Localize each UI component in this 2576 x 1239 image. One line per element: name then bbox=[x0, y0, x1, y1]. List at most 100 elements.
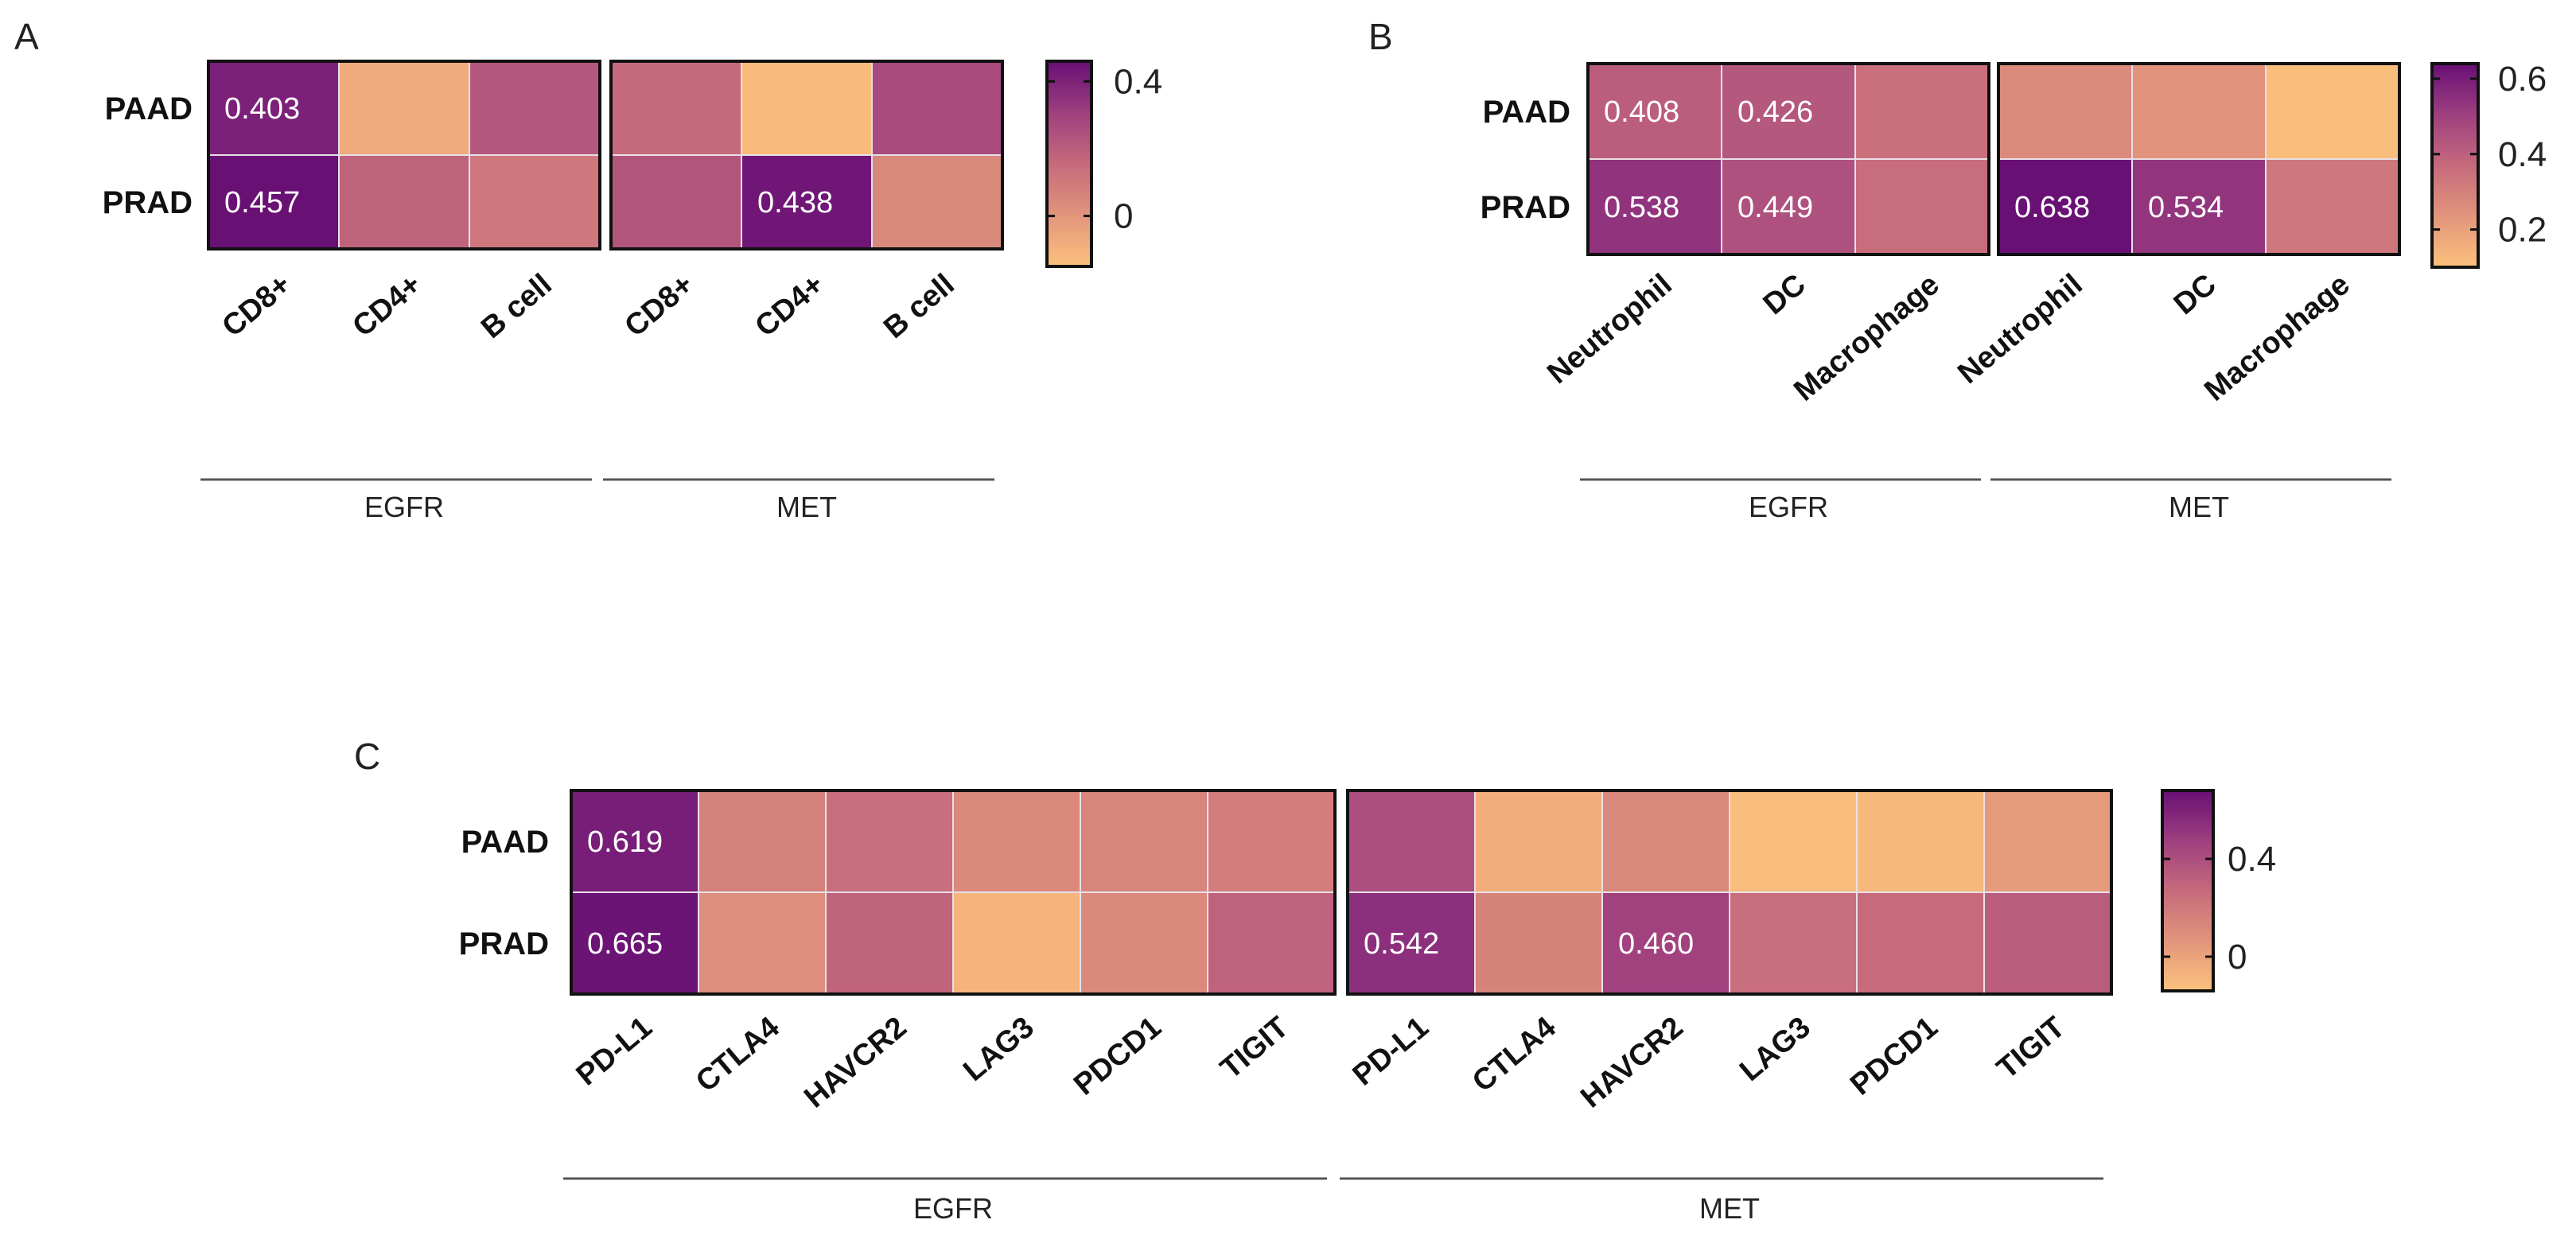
heatmap-cell bbox=[1856, 891, 1985, 995]
column-label: TIGIT bbox=[1990, 1011, 2071, 1086]
heatmap-cell bbox=[825, 790, 954, 893]
group-label: MET bbox=[2169, 491, 2229, 523]
column-label: PD-L1 bbox=[1347, 1011, 1435, 1093]
heatmap-cell bbox=[1983, 891, 2112, 995]
heatmap-panel-b: B0.4080.538Neutrophil0.4260.449DCMacroph… bbox=[1368, 16, 2547, 523]
cell-value-label: 0.665 bbox=[587, 927, 663, 961]
row-label: PAAD bbox=[461, 825, 549, 860]
column-label: B cell bbox=[877, 268, 961, 345]
column-label: Neutrophil bbox=[1951, 268, 2089, 390]
heatmap-block-frame bbox=[207, 60, 601, 251]
column-label: LAG3 bbox=[1734, 1011, 1817, 1088]
heatmap-block-frame bbox=[1346, 789, 2113, 996]
heatmap-cell bbox=[570, 790, 699, 893]
column-label: CTLA4 bbox=[690, 1011, 786, 1099]
cell-value-label: 0.457 bbox=[224, 186, 300, 219]
heatmap-cell bbox=[1854, 63, 1990, 160]
heatmap-cell bbox=[1998, 158, 2133, 255]
heatmap-cell bbox=[1601, 790, 1730, 893]
group-label: EGFR bbox=[913, 1192, 993, 1225]
heatmap-cell bbox=[2131, 158, 2267, 255]
heatmap-cell bbox=[1998, 63, 2133, 160]
colorbar bbox=[2430, 62, 2480, 269]
colorbar-tick-label: 0 bbox=[2228, 938, 2247, 977]
heatmap-cell bbox=[1474, 790, 1603, 893]
column-label: HAVCR2 bbox=[798, 1011, 913, 1115]
column-label: CD4+ bbox=[749, 268, 831, 344]
colorbar bbox=[1045, 60, 1093, 268]
heatmap-cell bbox=[208, 154, 340, 250]
column-label: DC bbox=[1757, 268, 1812, 321]
panel-label: C bbox=[354, 736, 380, 777]
column-label: PDCD1 bbox=[1068, 1011, 1168, 1102]
column-label: PD-L1 bbox=[570, 1011, 659, 1093]
heatmap-cell bbox=[610, 60, 742, 156]
column-label: PDCD1 bbox=[1844, 1011, 1944, 1102]
row-label: PRAD bbox=[1481, 190, 1570, 225]
colorbar-tick-label: 0 bbox=[1114, 197, 1133, 236]
cell-value-label: 0.542 bbox=[1364, 927, 1439, 961]
heatmap-cell bbox=[469, 154, 601, 250]
panel-label: B bbox=[1368, 16, 1393, 57]
colorbar bbox=[2161, 789, 2215, 992]
column-label: Macrophage bbox=[1788, 268, 1945, 408]
heatmap-cell bbox=[1080, 790, 1208, 893]
heatmap-cell bbox=[952, 790, 1081, 893]
heatmap-cell bbox=[825, 891, 954, 995]
heatmap-block-frame bbox=[570, 789, 1337, 996]
heatmap-cell bbox=[871, 154, 1003, 250]
heatmap-block-frame bbox=[1997, 62, 2401, 256]
column-label: CD4+ bbox=[347, 268, 428, 344]
heatmap-block-frame bbox=[609, 60, 1004, 251]
heatmap-cell bbox=[1729, 790, 1858, 893]
colorbar-tick-label: 0.2 bbox=[2498, 211, 2547, 250]
row-label: PAAD bbox=[1483, 95, 1570, 130]
heatmap-cell bbox=[741, 60, 873, 156]
column-label: HAVCR2 bbox=[1574, 1011, 1690, 1115]
group-label: EGFR bbox=[1749, 491, 1828, 523]
group-label: MET bbox=[776, 491, 837, 523]
colorbar-tick-label: 0.4 bbox=[2228, 840, 2276, 879]
cell-value-label: 0.403 bbox=[224, 92, 300, 126]
column-label: DC bbox=[2168, 268, 2223, 321]
heatmap-cell bbox=[2131, 63, 2267, 160]
heatmap-cell bbox=[952, 891, 1081, 995]
column-label: Neutrophil bbox=[1541, 268, 1679, 390]
cell-value-label: 0.408 bbox=[1604, 95, 1679, 129]
heatmap-cell bbox=[469, 60, 601, 156]
row-label: PRAD bbox=[103, 185, 193, 220]
row-label: PAAD bbox=[105, 91, 193, 126]
colorbar-tick-label: 0.4 bbox=[1114, 62, 1162, 101]
heatmap-cell bbox=[2265, 63, 2400, 160]
heatmap-cell bbox=[698, 790, 827, 893]
column-label: LAG3 bbox=[957, 1011, 1041, 1088]
heatmap-cell bbox=[2265, 158, 2400, 255]
heatmap-cell bbox=[1080, 891, 1208, 995]
heatmap-cell bbox=[338, 60, 470, 156]
cell-value-label: 0.438 bbox=[757, 186, 833, 219]
heatmap-cell bbox=[1474, 891, 1603, 995]
heatmap-cell bbox=[338, 154, 470, 250]
column-label: CD8+ bbox=[619, 268, 700, 344]
cell-value-label: 0.538 bbox=[1604, 191, 1679, 224]
heatmap-cell bbox=[871, 60, 1003, 156]
heatmap-block-frame bbox=[1586, 62, 1990, 256]
heatmap-cell bbox=[698, 891, 827, 995]
heatmap-cell bbox=[1721, 63, 1856, 160]
cell-value-label: 0.619 bbox=[587, 825, 663, 859]
column-label: CTLA4 bbox=[1466, 1011, 1562, 1099]
cell-value-label: 0.449 bbox=[1737, 191, 1813, 224]
group-label: MET bbox=[1699, 1192, 1760, 1225]
heatmap-cell bbox=[208, 60, 340, 156]
column-label: B cell bbox=[475, 268, 558, 345]
cell-value-label: 0.638 bbox=[2014, 191, 2090, 224]
group-label: EGFR bbox=[364, 491, 444, 523]
cell-value-label: 0.534 bbox=[2148, 191, 2224, 224]
column-label: CD8+ bbox=[216, 268, 298, 344]
heatmap-panel-a: A 0.403 0.457 CD8+ CD4+ B cell CD8+ 0.438 CD4+ B … bbox=[14, 16, 1162, 523]
heatmap-cell bbox=[1207, 891, 1336, 995]
heatmap-cell bbox=[1854, 158, 1990, 255]
heatmap-cell bbox=[1729, 891, 1858, 995]
